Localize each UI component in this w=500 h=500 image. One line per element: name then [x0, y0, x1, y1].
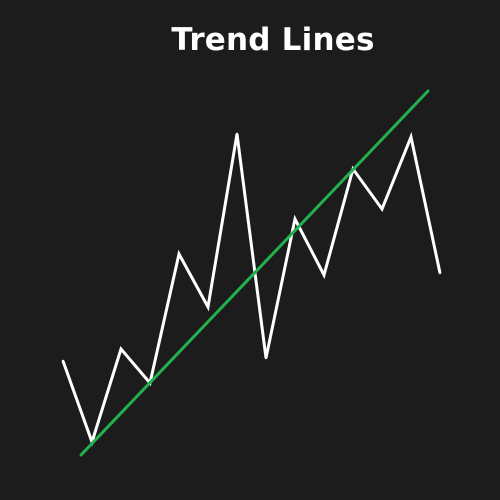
price-point [438, 271, 442, 275]
price-point [177, 252, 181, 256]
price-point [61, 359, 65, 363]
price-point [380, 207, 384, 211]
price-point [264, 356, 268, 360]
price-point [409, 135, 413, 139]
chart-title: Trend Lines [171, 22, 375, 58]
price-point [206, 305, 210, 309]
price-point [235, 132, 239, 136]
trend-line [79, 89, 430, 457]
price-point [119, 347, 123, 351]
price-point [293, 217, 297, 221]
price-series-line [61, 131, 442, 447]
price-point [322, 273, 326, 277]
